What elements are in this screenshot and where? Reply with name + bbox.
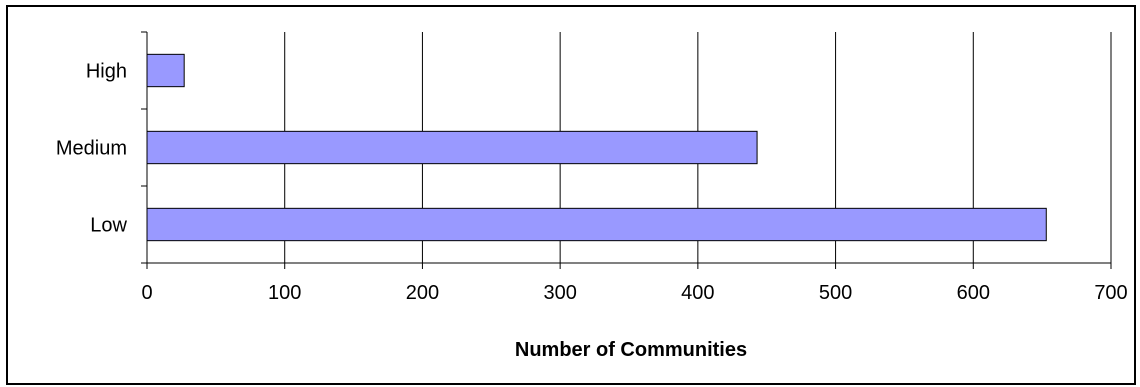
axes [141,31,1112,269]
x-tick-label: 0 [141,282,152,304]
tick-labels: 0 100 200 300 400 500 600 700 High Medium Low [56,61,1128,305]
x-tick-label: 700 [1094,282,1127,304]
bar-low [146,207,1047,242]
x-tick-label: 100 [268,282,301,304]
y-category-label: Medium [56,138,127,160]
x-axis-title: Number of Communities [515,339,747,361]
chart-frame [6,5,1136,385]
y-category-label: Low [90,215,127,237]
bar-high [146,53,185,88]
x-tick-label: 400 [681,282,714,304]
x-tick-label: 600 [957,282,990,304]
bar-medium [146,130,758,165]
x-tick-label: 300 [543,282,576,304]
bars [146,53,1047,242]
x-tick-label: 500 [819,282,852,304]
y-category-label: High [86,61,127,83]
x-tick-label: 200 [406,282,439,304]
